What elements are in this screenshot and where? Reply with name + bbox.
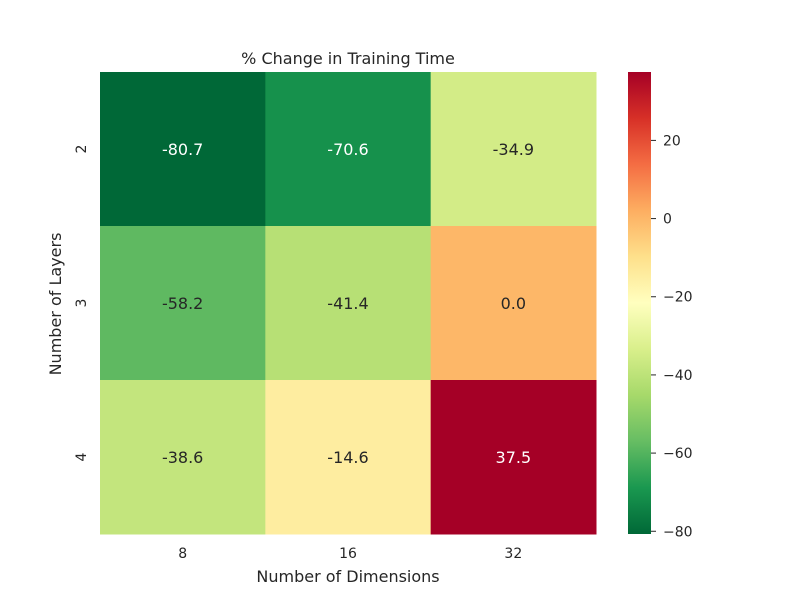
- colorbar: [628, 72, 651, 534]
- heatmap-cell: [100, 72, 266, 227]
- x-tick-label: 32: [504, 546, 522, 562]
- x-axis-label: Number of Dimensions: [256, 567, 439, 586]
- cell-value-label: 37.5: [496, 448, 532, 467]
- cell-value-label: -70.6: [327, 140, 368, 159]
- cell-value-label: -80.7: [162, 140, 203, 159]
- x-tick-label: 8: [178, 546, 187, 562]
- colorbar-tick-label: −40: [663, 368, 693, 384]
- heatmap-cell: [430, 380, 597, 535]
- heatmap-cell-labels: -80.7 -70.6 -34.9 -58.2 -41.4 0.0 -38.6 -14.6 37…: [162, 140, 534, 467]
- colorbar-tick-label: −80: [663, 524, 693, 540]
- y-tick-label: 2: [74, 145, 90, 154]
- y-tick-label: 3: [74, 299, 90, 308]
- heatmap-cells: [100, 72, 597, 535]
- heatmap-cell: [265, 72, 432, 227]
- colorbar-tick-label: −20: [663, 290, 693, 306]
- heatmap-cell: [265, 226, 432, 381]
- colorbar-tick-label: 20: [663, 133, 681, 149]
- chart-title: % Change in Training Time: [241, 49, 455, 68]
- heatmap-cell: [430, 226, 597, 381]
- cell-value-label: -41.4: [327, 294, 368, 313]
- cell-value-label: -38.6: [162, 448, 203, 467]
- colorbar-ticks: 20 0 −20 −40 −60 −80: [651, 133, 693, 540]
- colorbar-tick-label: 0: [663, 212, 672, 228]
- cell-value-label: -58.2: [162, 294, 203, 313]
- y-tick-label: 4: [74, 452, 90, 461]
- y-axis-label: Number of Layers: [46, 233, 65, 376]
- heatmap-cell: [430, 72, 597, 227]
- x-tick-label: 16: [339, 546, 357, 562]
- heatmap-cell: [265, 380, 432, 535]
- cell-value-label: 0.0: [501, 294, 526, 313]
- heatmap-cell: [100, 226, 266, 381]
- heatmap-cell: [100, 380, 266, 535]
- x-axis-ticks: 8 16 32: [178, 546, 522, 562]
- cell-value-label: -34.9: [493, 140, 534, 159]
- cell-value-label: -14.6: [327, 448, 368, 467]
- y-axis-ticks: 2 3 4: [74, 145, 90, 462]
- colorbar-tick-label: −60: [663, 446, 693, 462]
